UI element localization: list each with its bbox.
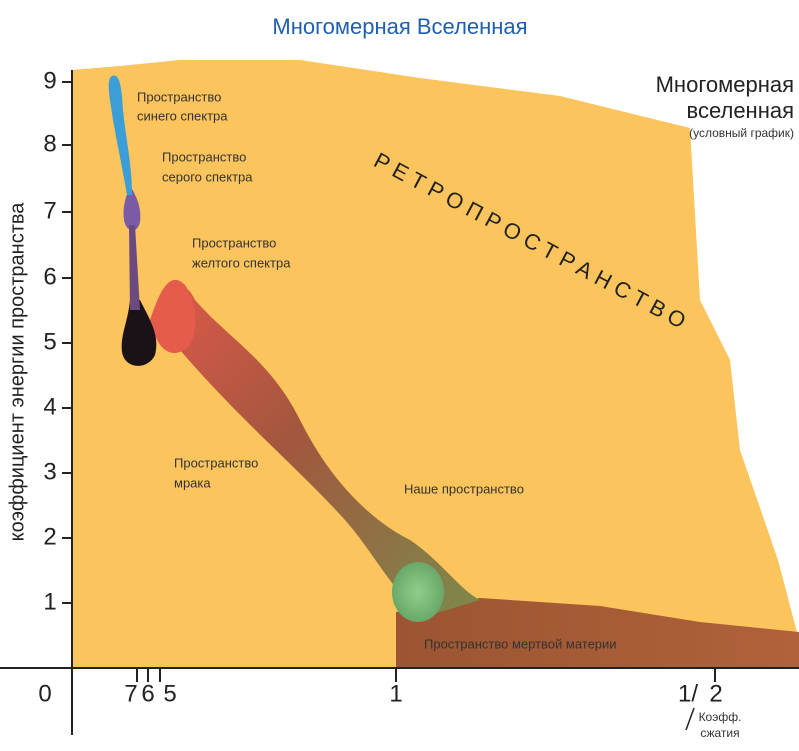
- y-ticks: [62, 82, 72, 603]
- region-label: Пространство мертвой материи: [424, 636, 617, 651]
- x-label-slash: [686, 708, 694, 730]
- y-tick-label: 1: [43, 588, 56, 615]
- green-blob: [392, 562, 444, 622]
- y-tick-label: 3: [43, 458, 56, 485]
- x-axis-label: Коэфф.: [699, 710, 742, 724]
- region-label: Пространство: [137, 89, 221, 104]
- y-tick-label: 6: [43, 263, 56, 290]
- corner-title: вселенная: [687, 98, 794, 123]
- x-tick-label: 5: [163, 680, 176, 707]
- y-axis-label: коэффициент энергии пространства: [6, 202, 28, 542]
- x-tick-label: 1/: [678, 680, 698, 707]
- x-tick-label: 2: [709, 680, 722, 707]
- region-label: Пространство: [192, 235, 276, 250]
- x-tick-label: 0: [38, 680, 51, 707]
- title: Многомерная Вселенная: [272, 14, 527, 39]
- region-label: Наше пространство: [404, 481, 524, 496]
- corner-note: (условный график): [689, 126, 794, 140]
- y-tick-label: 4: [43, 393, 56, 420]
- region-label: мрака: [174, 475, 211, 490]
- diagram: Многомерная Вселенная 1 2 3 4 5 6 7 8 9 …: [0, 0, 799, 751]
- x-tick-label: 7: [124, 680, 137, 707]
- y-tick-label: 5: [43, 328, 56, 355]
- x-axis-label: сжатия: [700, 726, 739, 740]
- y-tick-label: 2: [43, 523, 56, 550]
- x-tick-label: 1: [389, 680, 402, 707]
- region-label: Пространство: [162, 149, 246, 164]
- y-tick-label: 8: [43, 130, 56, 157]
- x-ticks: [137, 668, 715, 682]
- region-label: синего спектра: [137, 108, 228, 123]
- region-label: серого спектра: [162, 169, 253, 184]
- region-label: Пространство: [174, 455, 258, 470]
- y-tick-label: 9: [43, 67, 56, 94]
- y-tick-label: 7: [43, 197, 56, 224]
- corner-title: Многомерная: [656, 72, 794, 97]
- region-label: желтого спектра: [192, 255, 291, 270]
- x-tick-label: 6: [141, 680, 154, 707]
